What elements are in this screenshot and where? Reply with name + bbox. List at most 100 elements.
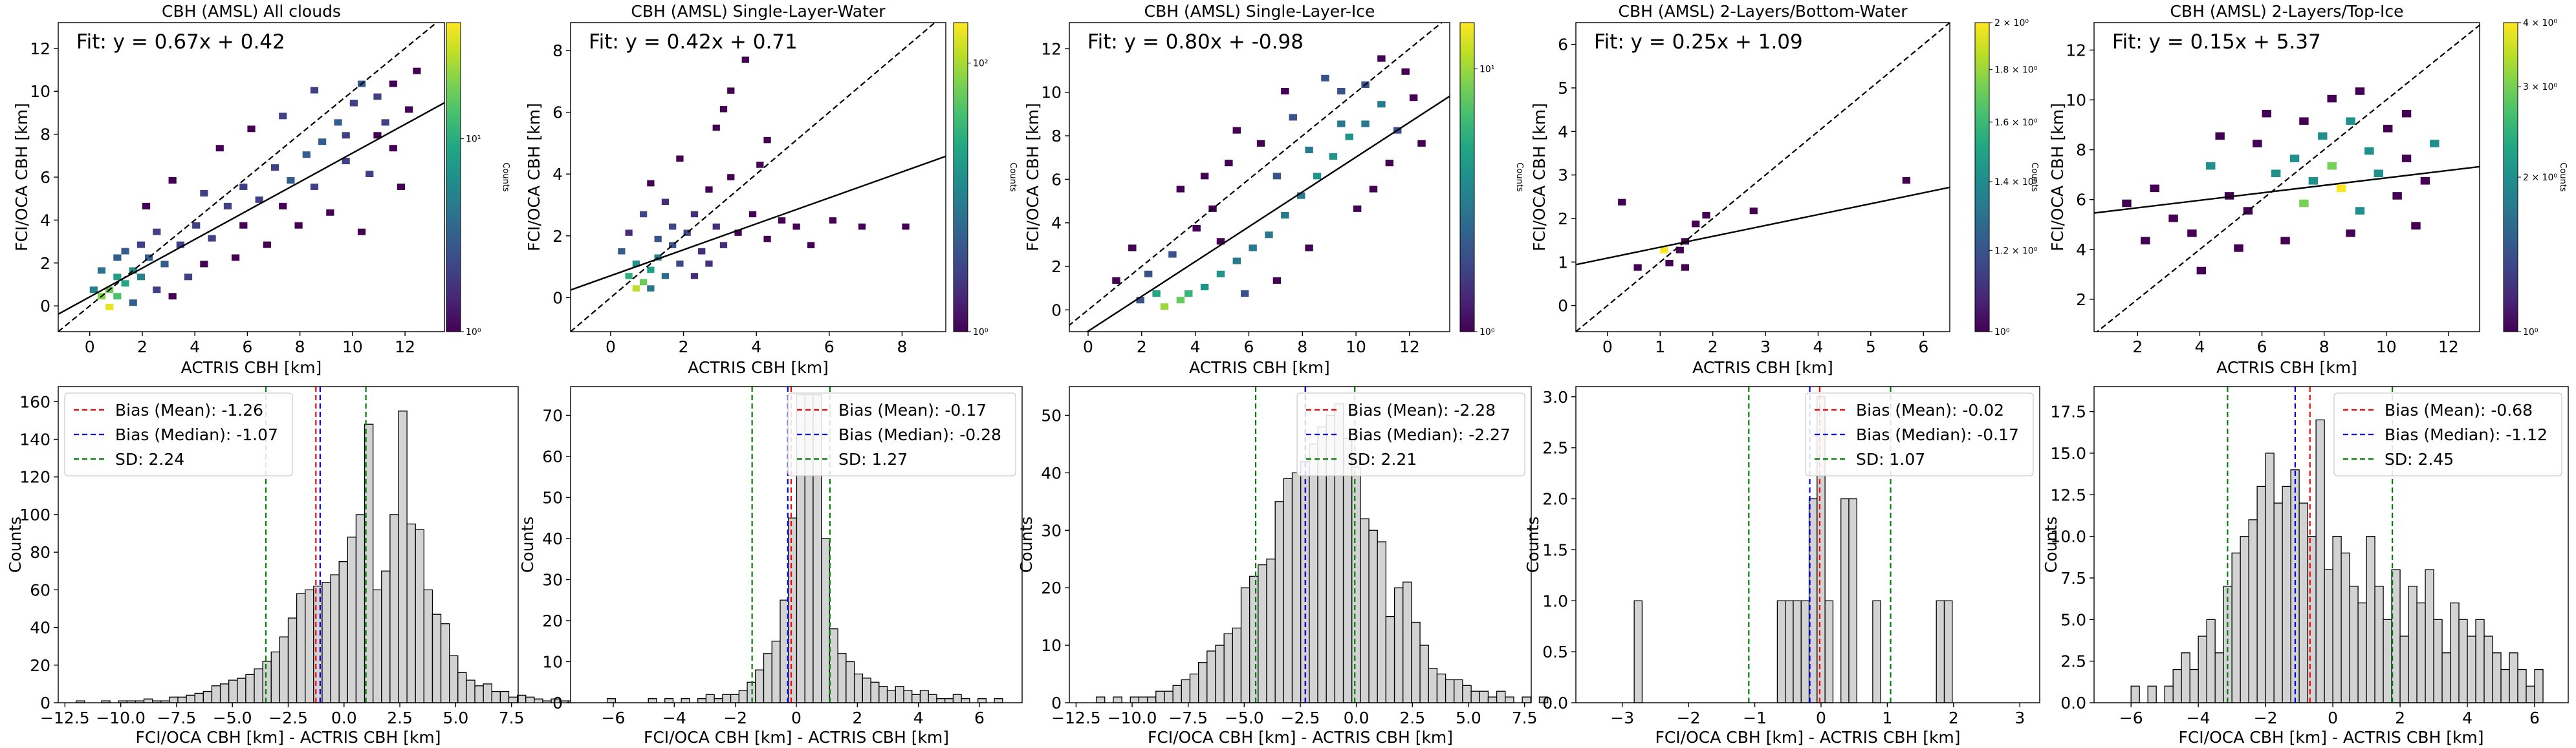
histogram-bar — [534, 698, 543, 703]
fit-line — [1576, 186, 1950, 266]
colorbar-tick-label: 10⁰ — [973, 327, 988, 337]
histogram-bar — [1215, 645, 1225, 703]
y-tick-label: 50 — [1041, 406, 1062, 425]
x-axis-label: FCI/OCA CBH [km] - ACTRIS CBH [km] — [644, 728, 949, 747]
x-axis-label: ACTRIS CBH [km] — [1692, 358, 1833, 377]
histogram-bar — [2189, 668, 2199, 703]
heatmap-cell — [1417, 140, 1426, 147]
x-tick-label: −2 — [1677, 709, 1701, 727]
histogram-bar — [245, 674, 255, 703]
x-tick-label: 4 — [751, 337, 761, 356]
histogram-bar — [722, 694, 732, 703]
heatmap-cell — [310, 183, 319, 190]
histogram-bar — [355, 514, 366, 703]
heatmap-cell — [807, 242, 815, 248]
fit-line — [571, 155, 946, 291]
legend-box — [1296, 392, 1525, 476]
heatmap-cell — [153, 228, 161, 235]
histogram-bar — [2181, 652, 2190, 703]
y-axis-label: Counts — [6, 517, 25, 573]
colorbar-label: Counts — [2558, 162, 2568, 192]
histogram-bar — [262, 661, 272, 703]
heatmap-cell — [1681, 264, 1690, 271]
legend: Bias (Mean): -0.02 Bias (Median): -0.17 SD… — [1805, 392, 2034, 476]
histogram-bar — [2458, 619, 2468, 703]
heatmap-cell — [129, 299, 137, 306]
histogram-bar — [1172, 685, 1182, 703]
histogram-bar — [1454, 679, 1463, 703]
heatmap-cell — [2150, 184, 2159, 193]
heatmap-cell — [97, 267, 106, 274]
histogram-bar — [1785, 600, 1794, 703]
histogram-bar — [330, 574, 340, 703]
legend-label: Bias (Mean): -0.68 — [2385, 401, 2533, 420]
plot-area — [571, 23, 946, 332]
x-tick-label: −6 — [2119, 709, 2143, 727]
x-tick-label: −4 — [662, 709, 686, 727]
histogram-bar — [2341, 552, 2350, 703]
histogram-bar — [705, 694, 715, 703]
heatmap-cell — [1902, 177, 1910, 184]
x-tick-label: −3 — [1610, 709, 1634, 727]
y-tick-label: 10 — [30, 82, 50, 101]
heatmap-cell — [2280, 237, 2290, 245]
histogram-bar — [449, 655, 459, 703]
histogram-bar — [763, 653, 772, 703]
histogram-bar — [1470, 690, 1480, 703]
x-tick-label: 4 — [190, 337, 200, 356]
heatmap-cell — [1702, 211, 1710, 219]
y-tick-label: 160 — [19, 392, 50, 411]
histogram-bar — [1274, 501, 1285, 703]
plot-frame — [570, 22, 946, 332]
heatmap-cell — [105, 303, 114, 310]
legend-box — [2333, 392, 2562, 476]
heatmap-cell — [279, 112, 287, 120]
y-tick-label: 20 — [542, 612, 563, 630]
heatmap-cell — [727, 174, 735, 180]
histogram-bar — [714, 698, 723, 703]
histogram-bar — [2282, 486, 2291, 703]
y-tick-label: 5.0 — [2060, 610, 2086, 629]
x-axis-label: FCI/OCA CBH [km] - ACTRIS CBH [km] — [1655, 728, 1960, 747]
histogram-bar — [1138, 696, 1148, 703]
heatmap-cell — [639, 279, 648, 286]
heatmap-cell — [763, 136, 771, 144]
y-tick-label: 0.0 — [2060, 694, 2086, 712]
x-tick-label: 4 — [2194, 337, 2205, 356]
heatmap-cell — [389, 80, 397, 87]
heatmap-cell — [1152, 290, 1161, 297]
x-tick-label: 4 — [2462, 709, 2472, 727]
y-axis-label: Counts — [2042, 517, 2060, 573]
legend-label: SD: 2.24 — [115, 450, 184, 469]
heatmap-cell — [632, 285, 640, 292]
histogram-bar — [2483, 636, 2493, 703]
x-tick-label: 8 — [897, 337, 907, 356]
colorbar-tick-label: 4 × 10⁰ — [2523, 18, 2557, 28]
legend: Bias (Mean): -1.26 Bias (Median): -1.07 SD… — [64, 392, 293, 476]
heatmap-cell — [1337, 87, 1346, 95]
heatmap-cell — [381, 119, 389, 126]
histogram-bar — [508, 696, 518, 703]
heatmap-cell — [2401, 109, 2412, 118]
plot-frame — [2093, 386, 2569, 703]
y-tick-label: 40 — [542, 529, 563, 548]
histogram-bar — [1258, 564, 1267, 703]
x-tick-label: 8 — [1297, 337, 1307, 356]
histogram-bar — [862, 678, 871, 703]
histogram-bar — [202, 690, 213, 703]
heatmap-cell — [334, 119, 342, 126]
heatmap-cell — [2234, 244, 2243, 252]
histogram-bar — [903, 690, 913, 703]
heatmap-cell — [1321, 74, 1329, 81]
histogram-bar — [415, 529, 424, 703]
x-tick-label: 5.0 — [442, 709, 468, 727]
histogram-bar — [911, 694, 921, 703]
histogram-bar — [270, 651, 281, 703]
x-tick-label: −2.5 — [268, 709, 308, 727]
heatmap-cell — [2299, 199, 2309, 208]
x-tick-label: 4 — [913, 709, 924, 727]
heatmap-cell — [113, 273, 122, 281]
x-tick-label: 4 — [1190, 337, 1201, 356]
y-tick-label: 1.0 — [1542, 592, 1568, 610]
histogram-bar — [1840, 498, 1850, 703]
